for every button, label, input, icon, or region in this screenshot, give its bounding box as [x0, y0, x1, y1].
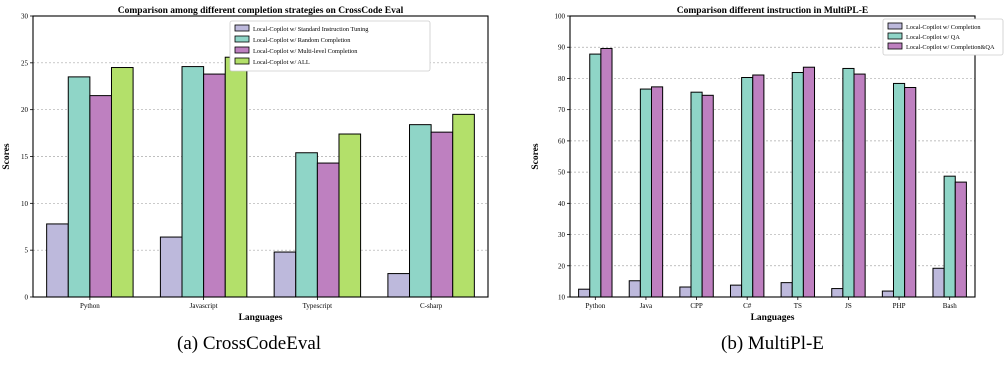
- x-axis-label: Languages: [239, 313, 283, 323]
- caption-right: (b) MultiPl-E: [721, 333, 824, 354]
- legend-label: Local-Copilot w/ Completion: [906, 24, 981, 31]
- bar: [853, 73, 866, 298]
- legend-swatch: [887, 42, 903, 50]
- bar: [639, 88, 653, 298]
- bar: [881, 290, 894, 298]
- bar: [387, 273, 411, 298]
- plot-frame: [569, 15, 976, 298]
- legend-swatch: [887, 32, 903, 40]
- bar: [46, 223, 69, 298]
- bar: [89, 95, 112, 298]
- bar: [110, 67, 134, 298]
- bar: [600, 47, 613, 298]
- legend-swatch: [234, 46, 250, 54]
- y-tick-label: 50: [558, 169, 566, 177]
- x-tick-label: Java: [640, 302, 653, 310]
- bar: [932, 267, 945, 298]
- legend-box: [882, 18, 1004, 56]
- x-axis-label: Languages: [751, 313, 795, 323]
- bar: [273, 251, 297, 298]
- x-tick-label: Typescript: [303, 302, 333, 310]
- y-tick-label: 0: [25, 294, 29, 302]
- bar: [892, 82, 906, 298]
- bar: [181, 66, 205, 298]
- legend-label: Local-Copilot w/ Completion&QA: [906, 44, 995, 51]
- x-tick-label: TS: [794, 302, 802, 310]
- y-tick-label: 90: [558, 44, 566, 52]
- y-tick-label: 60: [558, 137, 566, 145]
- bar: [954, 181, 967, 298]
- bar: [67, 76, 91, 298]
- legend-swatch: [234, 24, 250, 32]
- bar: [316, 162, 340, 298]
- bar: [831, 288, 844, 298]
- x-tick-label: JS: [845, 302, 852, 310]
- bar: [628, 280, 641, 298]
- y-axis-label: Scores: [531, 143, 541, 170]
- x-tick-label: PHP: [893, 302, 906, 310]
- bar: [690, 91, 703, 298]
- bar: [651, 86, 664, 298]
- bar: [578, 288, 591, 298]
- y-tick-label: 30: [558, 231, 566, 239]
- bar: [842, 67, 855, 298]
- y-tick-label: 70: [558, 106, 566, 114]
- y-tick-label: 100: [555, 13, 566, 21]
- chart-title: Comparison different instruction in Mult…: [677, 6, 868, 16]
- y-tick-label: 30: [21, 13, 29, 21]
- bar: [780, 282, 793, 298]
- bar: [224, 56, 248, 298]
- y-tick-label: 20: [21, 106, 29, 114]
- y-tick-label: 40: [558, 200, 566, 208]
- y-tick-label: 10: [21, 200, 29, 208]
- bar: [430, 131, 454, 298]
- x-tick-label: Bash: [943, 302, 958, 310]
- chart-title: Comparison among different completion st…: [118, 6, 404, 16]
- y-tick-label: 25: [21, 59, 29, 67]
- x-tick-label: Python: [585, 302, 605, 310]
- bar: [679, 286, 692, 298]
- legend-swatch: [234, 35, 250, 43]
- chart-crosscodeeval: 0 5 10 15 20 25 30 Python Javascript Typescript C-…: [2, 6, 489, 323]
- y-axis-label: Scores: [2, 143, 12, 170]
- y-tick-label: 20: [558, 262, 566, 270]
- y-tick-label: 80: [558, 75, 566, 83]
- x-tick-label: C-sharp: [420, 302, 443, 310]
- legend-label: Local-Copilot w/ Multi-level Completion: [253, 48, 358, 55]
- chart-multipl-e: 10 20 30 40 50 60 70 80 90 100 Python Java CPP C# TS JS…: [531, 6, 1004, 323]
- legend-box: [229, 20, 431, 72]
- legend-label: Local-Copilot w/ ALL: [253, 59, 310, 66]
- bar: [159, 236, 183, 298]
- plot-frame: [32, 15, 489, 298]
- x-tick-label: Javascript: [190, 302, 218, 310]
- bar: [338, 133, 362, 298]
- bar: [752, 74, 765, 298]
- bar: [203, 73, 226, 298]
- x-tick-label: Python: [80, 302, 100, 310]
- bar: [943, 175, 956, 298]
- legend-label: Local-Copilot w/ QA: [906, 34, 960, 41]
- bar: [409, 124, 432, 298]
- bar: [904, 86, 917, 298]
- bar: [741, 77, 754, 298]
- legend-swatch: [887, 22, 903, 30]
- legend-label: Local-Copilot w/ Random Completion: [253, 37, 351, 44]
- x-tick-label: CPP: [690, 302, 703, 310]
- legend-swatch: [234, 57, 250, 65]
- bar: [791, 72, 804, 298]
- legend-label: Local-Copilot w/ Standard Instruction Tu…: [253, 26, 369, 33]
- bar: [452, 113, 475, 298]
- y-tick-label: 10: [558, 294, 566, 302]
- x-tick-label: C#: [743, 302, 752, 310]
- bar: [295, 152, 318, 298]
- y-tick-label: 15: [21, 153, 29, 161]
- bar: [802, 66, 816, 298]
- bar: [701, 94, 714, 298]
- bar: [589, 53, 602, 298]
- y-tick-label: 5: [25, 247, 29, 255]
- bar: [729, 284, 743, 298]
- caption-left: (a) CrossCodeEval: [177, 333, 322, 354]
